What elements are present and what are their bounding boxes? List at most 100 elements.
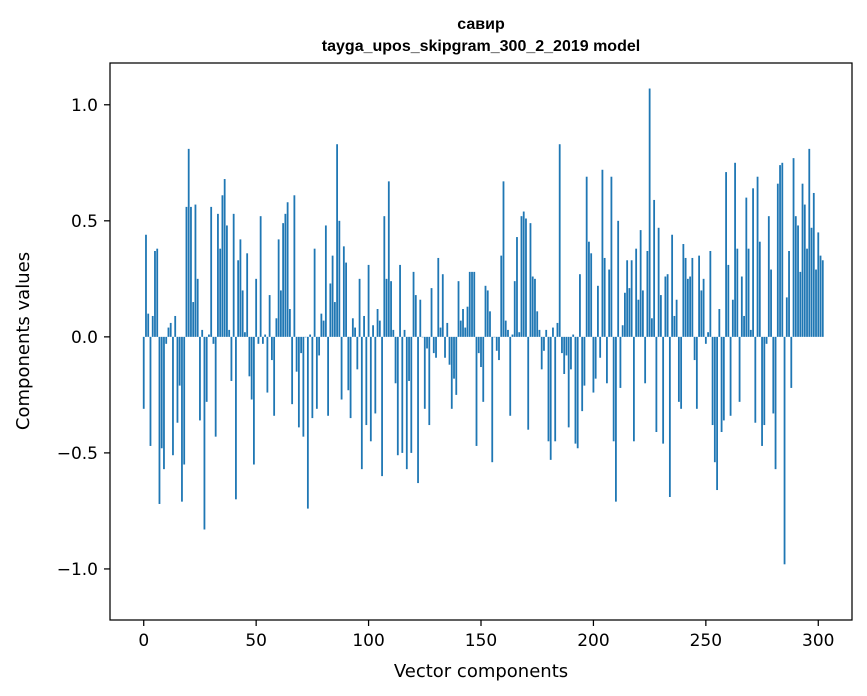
x-tick-label: 100 xyxy=(352,631,384,651)
bar xyxy=(583,336,586,386)
bar xyxy=(176,336,179,423)
bar xyxy=(183,336,186,465)
bar xyxy=(345,262,347,337)
y-tick-label: 1.0 xyxy=(71,96,98,116)
bar xyxy=(172,336,174,456)
bar xyxy=(358,278,361,337)
x-axis-label: Vector components xyxy=(394,661,568,682)
bar xyxy=(311,336,314,419)
bar xyxy=(230,336,233,381)
bar xyxy=(794,216,797,337)
bar xyxy=(585,176,588,337)
bar xyxy=(462,309,464,337)
x-axis: 0 50 100 150 200 250 300 xyxy=(138,620,834,651)
bar xyxy=(608,269,611,337)
bar xyxy=(385,278,388,337)
bar xyxy=(758,241,761,337)
bar xyxy=(414,295,417,337)
bar xyxy=(194,204,197,337)
bar xyxy=(695,336,698,409)
bar xyxy=(731,299,734,337)
bar xyxy=(154,250,156,337)
bar xyxy=(286,202,289,337)
bar xyxy=(684,257,687,337)
bar xyxy=(788,250,790,337)
bar xyxy=(275,318,278,337)
x-tick-label: 50 xyxy=(245,631,267,651)
bar xyxy=(588,241,590,337)
bar xyxy=(756,176,759,337)
bar xyxy=(284,213,287,337)
bar xyxy=(572,334,575,337)
bar xyxy=(803,204,806,337)
bar xyxy=(817,232,820,337)
bar xyxy=(653,199,656,337)
bar xyxy=(208,334,210,337)
bar xyxy=(799,271,802,337)
bar xyxy=(145,234,147,337)
bar xyxy=(369,336,372,442)
bar xyxy=(509,336,512,416)
bar xyxy=(253,336,255,465)
bar xyxy=(579,274,581,337)
bar xyxy=(342,246,345,337)
bar xyxy=(318,336,321,356)
bar xyxy=(187,148,190,337)
bar xyxy=(459,320,462,337)
bar xyxy=(212,336,215,344)
bar xyxy=(682,244,685,337)
bar xyxy=(720,336,723,433)
bar xyxy=(367,264,370,337)
bar xyxy=(617,220,620,337)
bar xyxy=(466,306,469,337)
bar xyxy=(671,234,674,337)
bar xyxy=(387,181,390,337)
bar xyxy=(522,211,525,337)
bar xyxy=(432,336,435,354)
y-axis-label: Components values xyxy=(13,252,34,430)
bar xyxy=(498,336,500,361)
bar xyxy=(383,216,386,337)
bar xyxy=(394,336,397,384)
bar xyxy=(333,302,336,337)
bar xyxy=(689,276,692,337)
bar xyxy=(772,336,775,414)
bar xyxy=(444,336,446,358)
y-tick-label: −1.0 xyxy=(57,560,98,580)
bar xyxy=(313,248,316,337)
bar xyxy=(309,334,312,337)
bar xyxy=(711,336,714,426)
bar xyxy=(525,218,527,337)
bar xyxy=(457,281,460,337)
bar xyxy=(223,179,226,337)
bar xyxy=(196,278,199,337)
bar xyxy=(704,336,707,344)
bar xyxy=(655,336,658,433)
bar xyxy=(365,336,368,426)
bar xyxy=(297,336,300,428)
bar xyxy=(376,309,379,337)
bar xyxy=(174,315,177,337)
bar xyxy=(315,336,318,409)
bar xyxy=(581,336,584,412)
bar xyxy=(662,336,665,444)
bar xyxy=(601,169,604,337)
bar xyxy=(594,336,597,379)
bar xyxy=(495,336,498,351)
bar xyxy=(698,255,700,337)
bar xyxy=(248,336,251,377)
bar xyxy=(282,223,285,337)
bar xyxy=(738,336,741,402)
bar xyxy=(691,257,694,337)
bar xyxy=(446,322,449,337)
bar xyxy=(725,172,727,337)
bar xyxy=(599,336,602,358)
bar xyxy=(158,336,161,504)
bar xyxy=(142,336,145,409)
bar xyxy=(374,336,377,414)
bar xyxy=(740,276,743,337)
bar xyxy=(650,318,653,337)
bar xyxy=(300,336,303,354)
bar xyxy=(630,260,633,337)
bar xyxy=(178,336,181,386)
